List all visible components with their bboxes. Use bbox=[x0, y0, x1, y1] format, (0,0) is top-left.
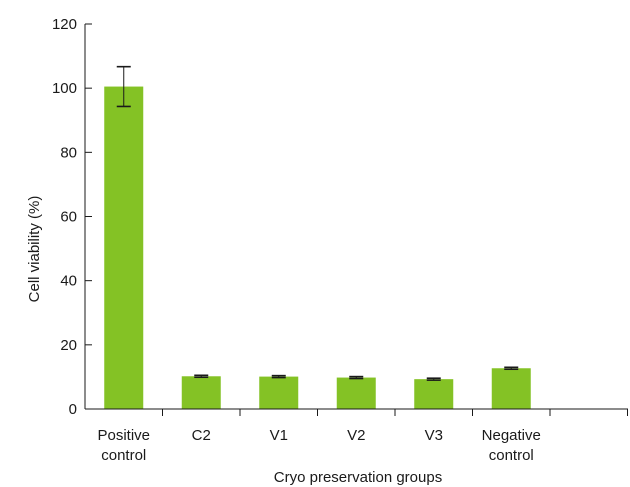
y-axis-label: Cell viability (%) bbox=[26, 196, 43, 303]
x-category-label: control bbox=[489, 447, 534, 464]
error-bar bbox=[116, 65, 131, 108]
y-tick-label: 60 bbox=[60, 209, 77, 226]
axes bbox=[84, 24, 628, 410]
bar bbox=[104, 86, 144, 409]
error-bar bbox=[271, 374, 286, 379]
y-tick-label: 0 bbox=[69, 401, 77, 418]
x-category-label: control bbox=[101, 447, 146, 464]
x-axis-label: Cryo preservation groups bbox=[274, 469, 442, 486]
error-bars bbox=[116, 65, 519, 381]
y-ticks: 0 20 40 60 80 100 120 bbox=[52, 16, 92, 418]
bar bbox=[259, 376, 299, 409]
x-category-label: Positive bbox=[97, 427, 150, 444]
y-tick-label: 20 bbox=[60, 337, 77, 354]
x-category-label: V1 bbox=[270, 427, 288, 444]
error-bar bbox=[194, 374, 209, 379]
x-category-label: Negative bbox=[482, 427, 541, 444]
y-tick-label: 40 bbox=[60, 273, 77, 290]
x-ticks: Positive control C2 V1 V2 V3 Negative control bbox=[97, 409, 628, 464]
y-tick-label: 120 bbox=[52, 16, 77, 33]
x-category-label: V2 bbox=[347, 427, 365, 444]
x-category-label: C2 bbox=[192, 427, 211, 444]
error-bar bbox=[349, 375, 364, 380]
error-bar bbox=[504, 366, 519, 371]
bar bbox=[336, 377, 376, 409]
bar bbox=[491, 368, 531, 409]
error-bar bbox=[426, 377, 441, 381]
y-tick-label: 100 bbox=[52, 80, 77, 97]
bars bbox=[104, 86, 531, 409]
y-tick-label: 80 bbox=[60, 144, 77, 161]
x-category-label: V3 bbox=[425, 427, 443, 444]
bar bbox=[414, 379, 454, 409]
bar bbox=[181, 376, 221, 409]
